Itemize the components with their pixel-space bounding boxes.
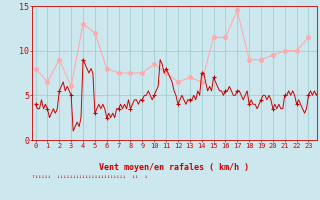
Text: ↑↓↓↓↓↓  ↓↓↓↓↓↓↓↓↓↓↓↓↓↓↓↓↓↓↓↓↓↓  ↓↓  ↓: ↑↓↓↓↓↓ ↓↓↓↓↓↓↓↓↓↓↓↓↓↓↓↓↓↓↓↓↓↓ ↓↓ ↓: [32, 174, 148, 179]
X-axis label: Vent moyen/en rafales ( km/h ): Vent moyen/en rafales ( km/h ): [100, 163, 249, 172]
